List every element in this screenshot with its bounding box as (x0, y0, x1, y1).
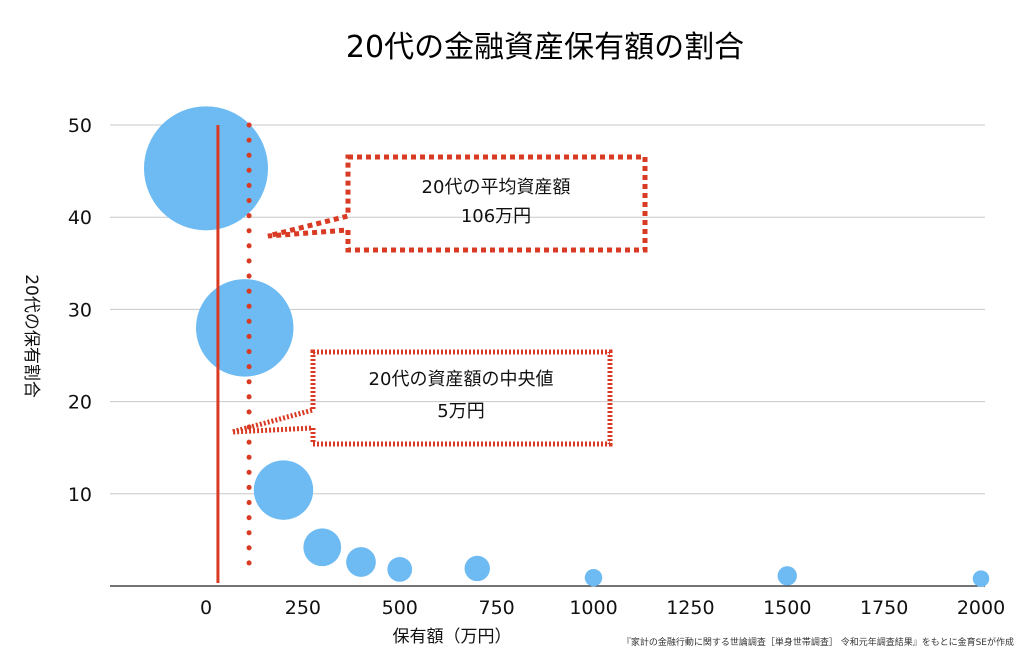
y-tick-label: 30 (68, 299, 92, 321)
mean-callout-line2: 106万円 (461, 206, 531, 227)
x-tick-label: 1000 (569, 597, 617, 619)
data-point (584, 568, 603, 587)
median-callout-line2: 5万円 (437, 401, 484, 422)
data-point (387, 557, 413, 582)
chart-title: 20代の金融資産保有額の割合 (346, 30, 744, 65)
y-tick-label: 10 (68, 484, 92, 506)
data-point (464, 555, 490, 582)
data-point (253, 460, 314, 520)
y-tick-label: 50 (68, 115, 92, 137)
x-tick-label: 2000 (957, 597, 1005, 619)
x-tick-label: 250 (285, 597, 321, 619)
source-note: 『家計の金融行動に関する世論調査［単身世帯調査］ 令和元年調査結果』をもとに金育… (622, 636, 1014, 648)
data-points (144, 106, 990, 587)
x-tick-label: 0 (200, 597, 212, 619)
data-point (972, 570, 990, 587)
x-tick-label: 1250 (666, 597, 714, 619)
data-point (303, 528, 342, 567)
data-point (777, 566, 797, 586)
x-tick-label: 1750 (860, 597, 908, 619)
median-callout-line1: 20代の資産額の中央値 (369, 369, 554, 390)
data-point (144, 106, 268, 231)
mean-callout-line1: 20代の平均資産額 (422, 177, 571, 198)
x-axis-label: 保有額（万円） (393, 627, 512, 647)
mean-callout-box (267, 154, 648, 253)
y-tick-label: 20 (68, 392, 92, 414)
y-tick-label: 40 (68, 207, 92, 229)
x-tick-label: 500 (382, 597, 418, 619)
x-tick-labels: 0 250 500 750 1000 1250 1500 1750 2000 (200, 597, 1005, 619)
y-tick-labels: 10 20 30 40 50 (68, 115, 92, 506)
median-callout-box (231, 349, 613, 447)
x-tick-label: 1500 (763, 597, 811, 619)
x-tick-label: 750 (478, 597, 514, 619)
y-axis-label: 20代の保有割合 (21, 274, 41, 398)
data-point (196, 279, 294, 377)
data-point (346, 547, 376, 577)
